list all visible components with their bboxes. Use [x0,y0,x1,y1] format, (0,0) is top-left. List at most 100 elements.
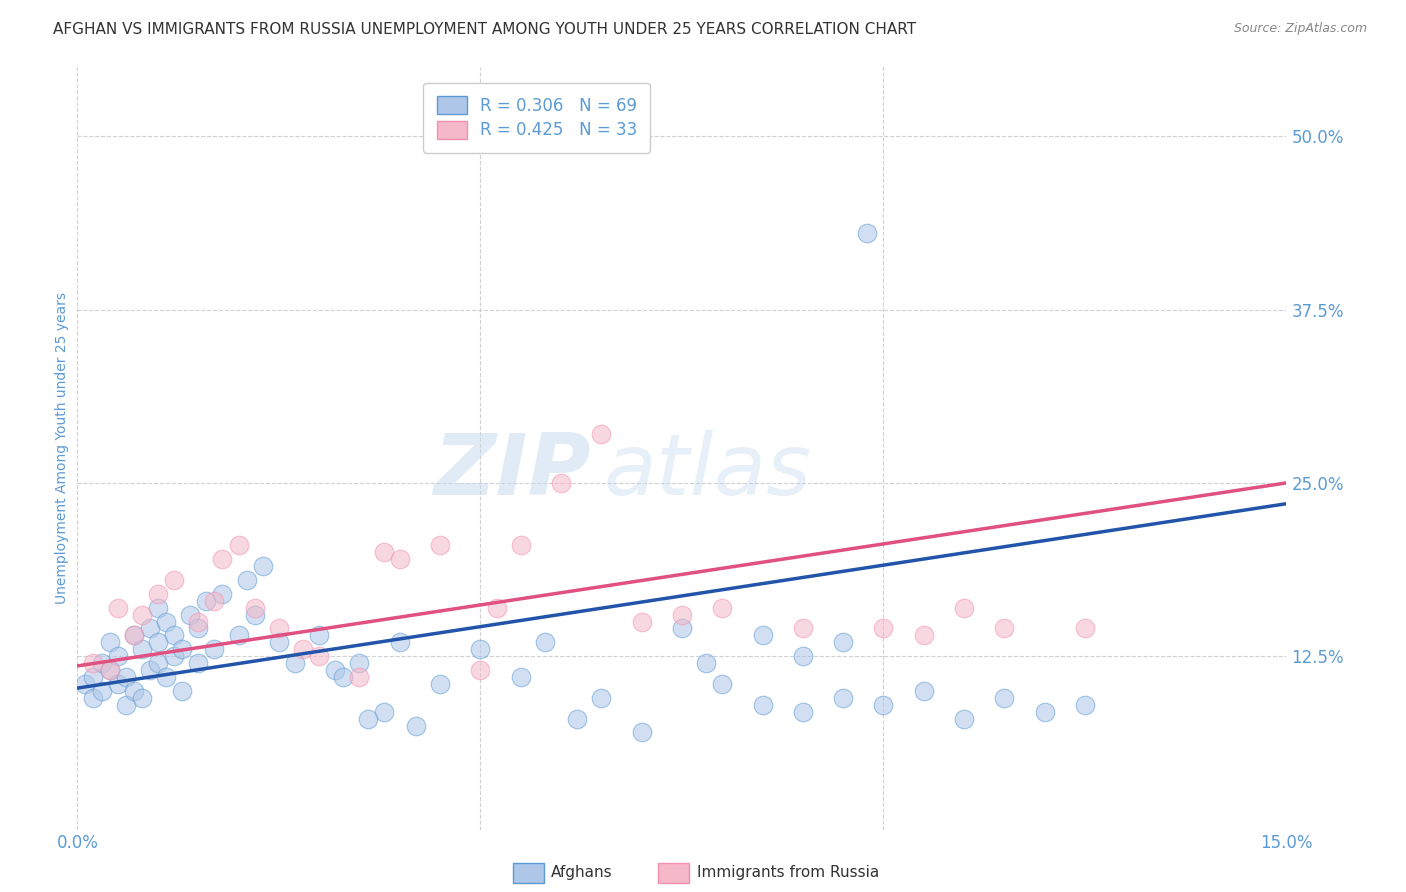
Point [163,573,186,587]
Point [792,705,814,719]
Point [832,690,855,705]
Point [75,677,97,691]
Point [912,628,935,642]
Point [485,600,508,615]
Point [1074,698,1097,712]
Point [711,600,734,615]
Point [953,600,976,615]
Point [179,607,201,622]
Text: Immigrants from Russia: Immigrants from Russia [697,865,880,880]
Point [565,712,588,726]
Point [146,600,169,615]
Point [90,656,112,670]
Point [308,628,330,642]
Point [1033,705,1056,719]
Point [308,649,330,664]
Point [373,545,395,559]
Text: AFGHAN VS IMMIGRANTS FROM RUSSIA UNEMPLOYMENT AMONG YOUTH UNDER 25 YEARS CORRELA: AFGHAN VS IMMIGRANTS FROM RUSSIA UNEMPLO… [53,22,917,37]
Point [252,559,274,574]
Point [388,635,411,649]
Text: atlas: atlas [603,430,811,513]
Point [82,690,104,705]
Point [388,552,411,566]
Point [550,475,572,490]
Point [292,642,315,657]
Point [146,635,169,649]
Y-axis label: Unemployment Among Youth under 25 years: Unemployment Among Youth under 25 years [55,293,69,604]
Point [993,690,1015,705]
Point [139,663,162,677]
Point [630,725,652,739]
Point [470,642,492,657]
Point [98,635,121,649]
Point [751,698,773,712]
Legend: R = 0.306   N = 69, R = 0.425   N = 33: R = 0.306 N = 69, R = 0.425 N = 33 [423,83,651,153]
Point [332,670,354,684]
Point [630,615,652,629]
Point [122,628,145,642]
Point [172,684,194,698]
Point [82,670,104,684]
Point [228,538,250,552]
Point [373,705,395,719]
Point [591,427,613,442]
Point [202,642,225,657]
Point [243,607,266,622]
Point [792,622,814,636]
Point [228,628,250,642]
Point [98,663,121,677]
Point [509,670,531,684]
Point [187,615,209,629]
Point [284,656,307,670]
Point [195,594,218,608]
Point [211,587,233,601]
Point [509,538,531,552]
Point [211,552,233,566]
Point [534,635,557,649]
Point [122,684,145,698]
Point [114,670,136,684]
Point [146,587,169,601]
Point [163,628,186,642]
Point [953,712,976,726]
Point [711,677,734,691]
Point [98,663,121,677]
Point [155,670,177,684]
Point [993,622,1015,636]
Point [671,607,693,622]
Point [695,656,717,670]
Point [751,628,773,642]
Point [235,573,257,587]
Point [107,649,129,664]
Point [146,656,169,670]
Text: ZIP: ZIP [433,430,592,513]
Point [155,615,177,629]
Point [139,622,162,636]
Point [131,690,153,705]
Point [792,649,814,664]
Text: Afghans: Afghans [551,865,613,880]
Point [912,684,935,698]
Point [122,628,145,642]
Point [470,663,492,677]
Point [349,656,371,670]
Point [323,663,346,677]
Point [131,607,153,622]
Point [405,718,427,732]
Point [267,635,290,649]
Point [856,227,879,241]
Point [832,635,855,649]
Point [131,642,153,657]
Point [202,594,225,608]
Point [429,538,451,552]
Point [90,684,112,698]
Point [163,649,186,664]
Point [349,670,371,684]
Point [429,677,451,691]
Point [114,698,136,712]
Point [267,622,290,636]
Point [591,690,613,705]
Point [187,622,209,636]
Point [1074,622,1097,636]
Text: Source: ZipAtlas.com: Source: ZipAtlas.com [1233,22,1367,36]
